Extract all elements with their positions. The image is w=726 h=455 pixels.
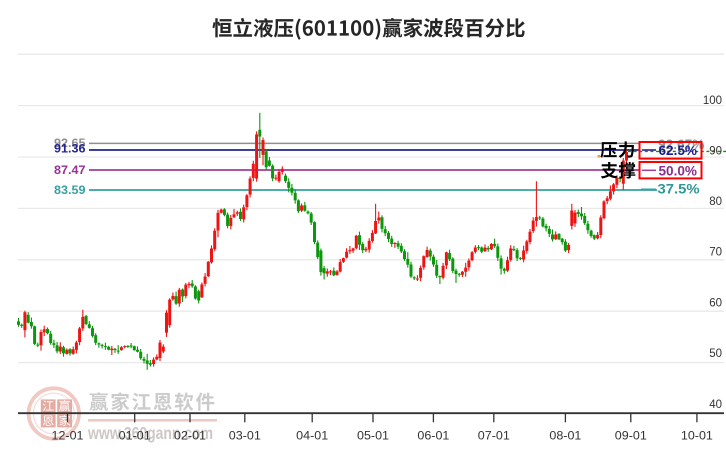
svg-text:87.47: 87.47 [54, 165, 86, 177]
svg-text:03-01: 03-01 [229, 429, 261, 443]
svg-text:91.36: 91.36 [54, 144, 86, 156]
svg-text:50: 50 [709, 348, 722, 360]
svg-text:80: 80 [709, 196, 722, 208]
svg-text:62.5%: 62.5% [659, 143, 698, 158]
svg-text:04-01: 04-01 [296, 429, 328, 443]
svg-text:01-01: 01-01 [119, 429, 151, 443]
svg-text:05-01: 05-01 [357, 429, 389, 443]
svg-text:09-01: 09-01 [615, 429, 647, 443]
svg-text:70: 70 [709, 247, 722, 259]
svg-text:60: 60 [709, 297, 722, 309]
svg-text:83.59: 83.59 [54, 185, 86, 197]
svg-text:50.0%: 50.0% [659, 163, 698, 178]
svg-text:92.65: 92.65 [54, 138, 86, 150]
svg-text:07-01: 07-01 [478, 429, 510, 443]
svg-text:08-01: 08-01 [549, 429, 581, 443]
svg-text:37.5%: 37.5% [658, 182, 700, 197]
svg-text:100: 100 [703, 95, 722, 107]
svg-text:06-01: 06-01 [417, 429, 449, 443]
svg-text:92.67%: 92.67% [658, 137, 705, 152]
svg-text:40: 40 [709, 399, 722, 411]
svg-text:12-01: 12-01 [52, 429, 84, 443]
svg-text:90: 90 [709, 145, 722, 157]
svg-text:www.360gann.com: www.360gann.com [87, 423, 213, 443]
svg-text:10-01: 10-01 [681, 429, 713, 443]
svg-text:02-01: 02-01 [174, 429, 206, 443]
